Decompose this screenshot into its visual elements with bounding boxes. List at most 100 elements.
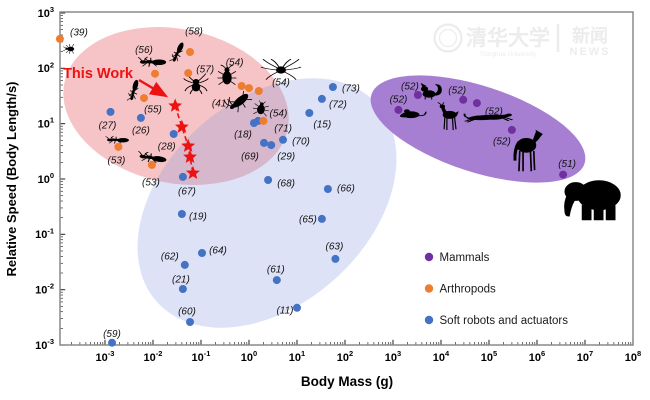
soft-robots-point bbox=[180, 260, 189, 269]
soft-robots-point bbox=[272, 276, 281, 285]
tick-label: 105 bbox=[481, 349, 497, 364]
point-ref-label: (59) bbox=[103, 329, 121, 340]
tick-label: 10-2 bbox=[35, 282, 54, 297]
mammals-point bbox=[472, 99, 481, 108]
point-ref-label: (18) bbox=[234, 130, 252, 141]
soft-robots-point bbox=[169, 130, 178, 138]
soft-robots-point bbox=[279, 135, 287, 144]
point-ref-label: (72) bbox=[329, 99, 347, 110]
point-ref-label: (51) bbox=[558, 159, 576, 170]
point-ref-label: (52) bbox=[493, 136, 511, 147]
point-ref-label: (60) bbox=[178, 307, 196, 318]
mammals-point bbox=[507, 125, 516, 134]
elephant-icon bbox=[564, 180, 621, 221]
mammals-point bbox=[394, 105, 403, 114]
arthropods-point bbox=[151, 69, 159, 78]
point-ref-label: (63) bbox=[326, 241, 344, 252]
arthropods-point bbox=[114, 142, 123, 151]
soft-robots-point bbox=[178, 172, 187, 181]
tsinghua-emblem-inner-icon bbox=[438, 28, 458, 48]
point-ref-label: (53) bbox=[108, 155, 126, 166]
soft-robots-point bbox=[186, 318, 194, 326]
legend-dot-soft-robots bbox=[424, 315, 434, 325]
point-ref-label: (52) bbox=[390, 94, 408, 105]
point-ref-label: (70) bbox=[292, 136, 310, 147]
soft-robots-point bbox=[267, 141, 276, 150]
tsinghua-emblem-icon bbox=[433, 23, 463, 53]
soft-robots-point bbox=[198, 249, 206, 257]
tick-label: 10-1 bbox=[192, 349, 211, 364]
tick-label: 10-1 bbox=[35, 226, 54, 241]
point-ref-label: (55) bbox=[144, 105, 162, 116]
point-ref-label: (71) bbox=[274, 123, 292, 134]
point-ref-label: (62) bbox=[161, 251, 179, 262]
soft-robots-point bbox=[317, 94, 326, 103]
point-ref-label: (58) bbox=[185, 27, 203, 38]
tick-label: 108 bbox=[625, 349, 641, 364]
x-axis-title: Body Mass (g) bbox=[301, 374, 393, 389]
tick-label: 10-2 bbox=[144, 349, 163, 364]
point-ref-label: (73) bbox=[342, 84, 360, 95]
mammals-region bbox=[370, 75, 586, 183]
tick-label: 103 bbox=[38, 5, 54, 20]
arthropods-point bbox=[259, 116, 268, 125]
point-ref-label: (11) bbox=[276, 305, 293, 316]
soft-robots-point bbox=[331, 254, 340, 263]
point-ref-label: (66) bbox=[337, 184, 355, 195]
point-ref-label: (39) bbox=[70, 27, 88, 38]
point-ref-label: (28) bbox=[158, 142, 176, 153]
tick-label: 103 bbox=[385, 349, 401, 364]
tick-label: 106 bbox=[529, 349, 545, 364]
tick-label: 100 bbox=[38, 171, 54, 186]
soft-robots-point bbox=[106, 107, 115, 116]
watermark-university: 清华大学 bbox=[466, 26, 550, 50]
point-ref-label: (21) bbox=[172, 275, 190, 286]
soft-robots-point bbox=[305, 109, 314, 117]
soft-robots-point bbox=[293, 303, 301, 312]
arthropods-point bbox=[147, 160, 156, 169]
legend: Mammals Arthropods Soft robots and actuato… bbox=[424, 252, 568, 327]
soft-robots-point bbox=[260, 138, 268, 147]
this-work-star bbox=[181, 138, 196, 152]
y-axis-title: Relative Speed (Body Length/s) bbox=[4, 81, 19, 276]
watermark-section-en: NEWS bbox=[570, 46, 611, 58]
watermark-section: 新闻 bbox=[572, 25, 608, 46]
point-ref-label: (29) bbox=[277, 152, 295, 163]
tick-label: 104 bbox=[433, 349, 450, 364]
legend-label-arthropods: Arthropods bbox=[440, 284, 497, 296]
this-work-label: This Work bbox=[63, 66, 134, 82]
point-ref-label: (26) bbox=[132, 125, 150, 136]
this-work-star bbox=[175, 119, 189, 133]
point-ref-label: (65) bbox=[299, 214, 317, 225]
point-ref-label: (61) bbox=[267, 265, 285, 276]
point-ref-label: (19) bbox=[189, 212, 207, 223]
soft-robots-region bbox=[137, 78, 397, 328]
watermark-university-en: Tsinghua University bbox=[480, 51, 537, 58]
tick-label: 10-3 bbox=[96, 349, 115, 364]
tick-icon bbox=[62, 43, 75, 55]
soft-robots-point bbox=[328, 83, 337, 91]
point-ref-label: (27) bbox=[99, 120, 117, 131]
point-ref-label: (54) bbox=[226, 58, 244, 69]
soft-robots-point bbox=[136, 113, 145, 122]
point-ref-label: (67) bbox=[178, 186, 196, 197]
data-points: (27) (26) (28) (67) (18) (71) (69) (29) (70) (68)… bbox=[55, 27, 576, 347]
soft-robots-point bbox=[317, 214, 326, 223]
watermark: 清华大学 Tsinghua University 新闻 NEWS bbox=[433, 23, 611, 58]
point-ref-label: (64) bbox=[209, 246, 227, 257]
point-ref-label: (15) bbox=[313, 120, 331, 131]
mammals-point bbox=[459, 95, 468, 104]
soft-robots-point bbox=[264, 176, 273, 184]
soft-robots-point bbox=[177, 210, 186, 218]
tick-label: 102 bbox=[337, 349, 353, 364]
legend-dot-arthropods bbox=[424, 284, 434, 293]
point-ref-label: (53) bbox=[142, 177, 160, 188]
tick-label: 10-3 bbox=[35, 337, 54, 352]
tick-label: 101 bbox=[38, 116, 54, 131]
tick-label: 102 bbox=[38, 60, 54, 75]
mammals-point bbox=[559, 170, 568, 179]
tick-label: 101 bbox=[289, 349, 305, 364]
this-work-arrow bbox=[138, 78, 169, 98]
